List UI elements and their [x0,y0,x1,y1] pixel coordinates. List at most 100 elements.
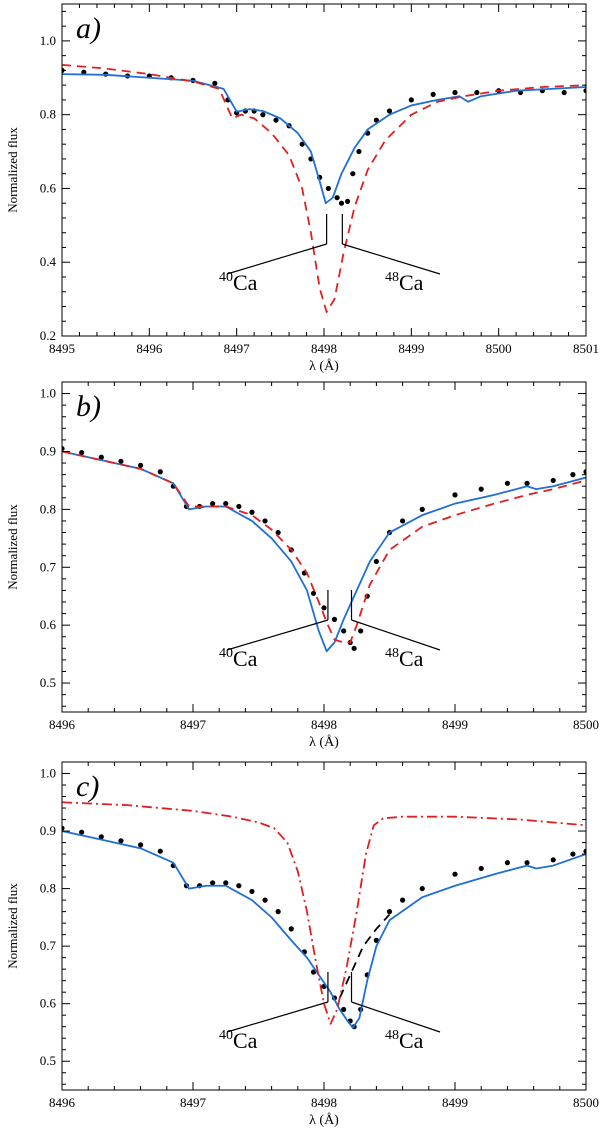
plot-area [62,801,586,1030]
series-line-solid [62,450,586,653]
data-point [400,518,406,524]
data-point [408,97,414,103]
x-tick-label: 8501 [573,341,599,356]
isotope-element-40: Ca [233,1028,258,1053]
data-point [79,829,85,835]
data-point [210,500,216,507]
y-tick-label: 0.4 [40,254,57,269]
x-tick-label: 8497 [180,717,207,732]
data-point [474,89,480,96]
x-tick-label: 8496 [136,341,163,356]
isotope-label-48ca: 48Ca [385,646,424,671]
y-tick-label: 0.7 [40,559,57,574]
isotope-mass-40: 40 [219,1028,233,1043]
isotope-mass-48: 48 [385,646,399,661]
data-point [262,897,268,903]
data-point [341,1006,347,1013]
y-tick-label: 0.8 [40,881,56,896]
data-point [331,616,338,622]
panel-3: 8496 8497 8498 8499 8500 0.5 0.6 0.7 0.8 0.9 1.0 λ … [5,761,599,1128]
series-line-solid [62,830,586,1029]
x-tick-label: 8499 [442,717,468,732]
data-point [273,117,279,123]
y-tick-label: 1.0 [40,766,56,781]
data-point [62,445,65,452]
isotope-element-48: Ca [399,1028,424,1053]
x-tick-label: 8498 [311,1095,337,1110]
isotope-leader-48 [351,619,441,651]
data-point [262,518,268,524]
x-tick-label: 8496 [49,717,76,732]
data-point [79,450,85,456]
panel-2: 8496 8497 8498 8499 8500 0.5 0.6 0.7 0.8 0.9 1.0 λ … [5,381,599,750]
data-point [524,480,530,486]
y-tick-label: 0.6 [40,180,57,195]
isotope-leader-48 [342,243,441,275]
data-point [550,857,556,863]
data-point [350,171,356,177]
isotope-mass-48: 48 [385,270,399,285]
y-axis-label: Normalized flux [5,127,20,213]
y-tick-label: 0.5 [40,675,56,690]
x-axis-label: λ (Å) [309,734,339,750]
data-point [373,558,379,565]
series-line-dashdot [62,801,586,1025]
data-point [478,486,484,492]
data-point [325,185,331,192]
isotope-leader-40 [226,1001,329,1033]
isotope-leader-40 [226,243,327,275]
y-tick-label: 0.7 [40,938,57,953]
data-point [310,590,317,596]
data-point [334,195,340,201]
data-point [351,645,357,651]
data-point [583,469,586,475]
data-point [321,605,327,611]
data-point [341,628,347,634]
panel-label: c) [76,770,99,803]
y-tick-label: 0.9 [40,823,56,838]
isotope-element-40: Ca [233,646,258,671]
y-tick-label: 0.8 [40,501,56,516]
isotope-leader-40 [226,619,329,651]
data-point [400,897,406,903]
data-point [419,506,425,512]
data-point [223,880,229,886]
data-point [249,509,255,515]
data-point [157,469,163,475]
data-point [275,529,281,536]
x-axis-label: λ (Å) [309,1112,339,1128]
x-tick-label: 8497 [180,1095,207,1110]
y-axis-label: Normalized flux [5,883,20,969]
series-line-dashed [62,63,586,313]
data-point [236,883,242,889]
data-point [478,865,484,872]
data-point [157,848,163,854]
y-tick-label: 0.8 [40,107,56,122]
x-tick-label: 8500 [573,1095,599,1110]
data-point [452,89,458,96]
y-axis-label: Normalized flux [5,504,20,590]
x-tick-label: 8495 [49,341,75,356]
isotope-label-40ca: 40Ca [219,270,258,295]
y-tick-label: 0.2 [40,328,56,343]
series-line-solid [62,73,586,205]
plot-frame [61,381,587,713]
panel-1: 8495 8496 8497 8498 8499 8500 8501 0.2 0.4 0.6 0.8… [5,3,599,374]
data-point [344,198,351,204]
data-point [504,480,510,486]
data-point [524,860,530,866]
isotope-label-48ca: 48Ca [385,1028,424,1053]
x-tick-label: 8498 [311,717,337,732]
y-tick-label: 0.5 [40,1053,56,1068]
data-point [386,108,393,114]
data-point [236,503,242,510]
data-point [275,909,281,915]
data-point [386,909,393,915]
isotope-element-48: Ca [399,270,424,295]
data-point [138,842,144,848]
isotope-label-48ca: 48Ca [385,270,424,295]
y-tick-label: 0.6 [40,996,57,1011]
isotope-mass-40: 40 [219,270,233,285]
data-point [249,888,255,895]
